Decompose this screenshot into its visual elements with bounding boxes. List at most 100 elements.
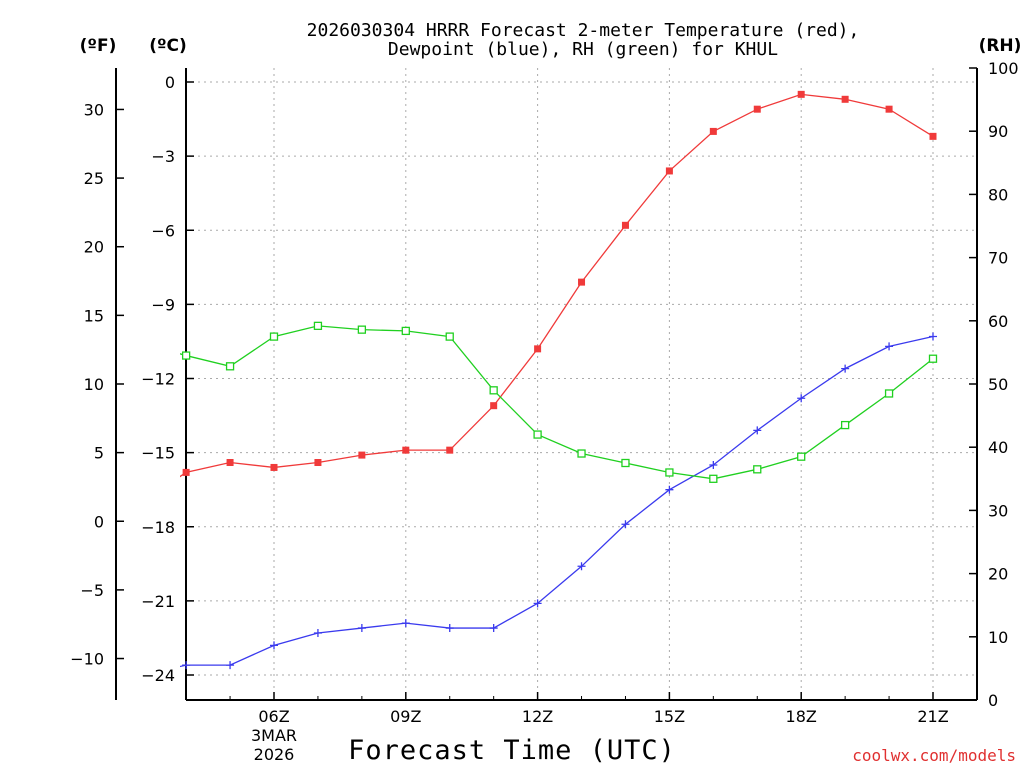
celsius-tick-label: −6 xyxy=(151,221,175,240)
dewpoint-point xyxy=(621,520,630,529)
rh-point xyxy=(313,321,323,331)
temperature-point xyxy=(182,468,190,476)
dewpoint-point xyxy=(709,460,718,469)
celsius-tick-label: −24 xyxy=(141,666,175,685)
fahrenheit-tick-label: 25 xyxy=(84,169,104,188)
rh-tick-label: 90 xyxy=(988,122,1008,141)
chart-title-line2: Dewpoint (blue), RH (green) for KHUL xyxy=(388,39,778,60)
rh-point xyxy=(665,468,674,477)
rh-point xyxy=(489,386,498,395)
dewpoint-point xyxy=(665,485,674,494)
rh-tick-label: 10 xyxy=(988,628,1008,647)
temperature-point xyxy=(270,463,278,471)
fahrenheit-tick-label: 15 xyxy=(84,306,104,325)
dewpoint-point xyxy=(577,562,586,571)
temperature-point xyxy=(665,167,673,175)
rh-point xyxy=(533,430,542,439)
rh-point xyxy=(753,465,762,474)
rh-tick-label: 0 xyxy=(988,691,998,710)
dewpoint-point xyxy=(401,619,410,628)
celsius-tick-label: −21 xyxy=(141,592,175,611)
chart-title-line1: 2026030304 HRRR Forecast 2-meter Tempera… xyxy=(307,20,860,41)
rh-tick-label: 30 xyxy=(988,501,1008,520)
rh-point xyxy=(269,332,279,341)
x-tick-label: 18Z xyxy=(786,707,817,726)
temperature-point xyxy=(314,459,322,467)
temperature-point xyxy=(841,95,849,103)
rh-point xyxy=(709,474,718,483)
x-axis-label: Forecast Time (UTC) xyxy=(348,735,676,766)
x-tick-label: 09Z xyxy=(390,707,421,726)
fahrenheit-tick-label: −5 xyxy=(80,581,104,600)
fahrenheit-tick-label: 5 xyxy=(94,444,104,463)
dewpoint-point xyxy=(797,394,806,403)
dewpoint-point xyxy=(753,426,762,435)
fahrenheit-tick-label: 10 xyxy=(84,375,104,394)
dewpoint-point xyxy=(841,364,850,373)
x-tick-label: 21Z xyxy=(917,707,948,726)
dewpoint-point xyxy=(357,624,366,633)
dewpoint-point xyxy=(182,661,191,670)
rh-point xyxy=(577,449,586,458)
celsius-tick-label: 0 xyxy=(165,73,175,92)
temperature-point xyxy=(534,345,542,353)
x-tick-label: 12Z xyxy=(522,707,553,726)
rh-point xyxy=(357,325,367,334)
fahrenheit-tick-label: −10 xyxy=(70,650,104,669)
dewpoint-point xyxy=(445,624,454,633)
temperature-point xyxy=(753,105,761,113)
rh-point xyxy=(884,389,894,398)
rh-point xyxy=(621,458,630,468)
date-label-month: 3MAR xyxy=(251,726,297,745)
dewpoint-point xyxy=(270,641,278,650)
temperature-point xyxy=(139,499,146,506)
rh-tick-label: 40 xyxy=(988,438,1008,457)
unit-label-rh: (RH) xyxy=(979,36,1022,56)
celsius-tick-label: −9 xyxy=(151,295,175,314)
temperature-point xyxy=(446,446,454,454)
celsius-tick-label: −15 xyxy=(141,444,175,463)
dewpoint-point xyxy=(313,628,322,637)
rh-tick-label: 80 xyxy=(988,185,1008,204)
rh-tick-label: 60 xyxy=(988,312,1008,331)
x-tick-label: 06Z xyxy=(258,707,289,726)
rh-point xyxy=(928,354,938,363)
unit-label-fahrenheit: (ºF) xyxy=(80,36,117,56)
temperature-point xyxy=(621,221,629,229)
temperature-point xyxy=(709,127,717,135)
rh-tick-label: 70 xyxy=(988,249,1008,268)
celsius-tick-label: −12 xyxy=(141,370,175,389)
rh-point xyxy=(225,362,235,371)
temperature-point xyxy=(358,451,366,459)
rh-point xyxy=(401,326,410,336)
temperature-point xyxy=(578,278,586,286)
temperature-point xyxy=(885,105,893,113)
fahrenheit-tick-label: 0 xyxy=(94,512,104,531)
temperature-point xyxy=(226,459,234,467)
unit-label-celsius: (ºC) xyxy=(149,36,187,56)
temperature-point xyxy=(402,446,410,454)
rh-point xyxy=(840,420,850,430)
rh-tick-label: 20 xyxy=(988,565,1008,584)
grid-lines xyxy=(186,68,977,700)
x-tick-label: 15Z xyxy=(654,707,685,726)
rh-point xyxy=(139,339,146,346)
temperature-point xyxy=(797,90,805,98)
rh-point xyxy=(797,452,806,461)
date-label-year: 2026 xyxy=(254,745,295,764)
rh-tick-label: 50 xyxy=(988,375,1008,394)
celsius-tick-label: −18 xyxy=(141,518,175,537)
dewpoint-point xyxy=(533,599,542,608)
celsius-tick-label: −3 xyxy=(151,147,175,166)
fahrenheit-tick-label: 30 xyxy=(84,100,104,119)
series-layer xyxy=(139,90,938,670)
rh-point xyxy=(181,351,191,360)
axes: 06Z 09Z 12Z 15Z 18Z 21Z 0 −3 −6 −9 −12 −15 −18 −21 −24… xyxy=(70,59,1018,726)
rh-point xyxy=(445,332,454,341)
temperature-point xyxy=(929,132,937,140)
fahrenheit-tick-label: 20 xyxy=(84,238,104,257)
dewpoint-point xyxy=(226,661,235,670)
rh-tick-label: 100 xyxy=(988,59,1019,78)
dewpoint-point xyxy=(489,624,498,633)
